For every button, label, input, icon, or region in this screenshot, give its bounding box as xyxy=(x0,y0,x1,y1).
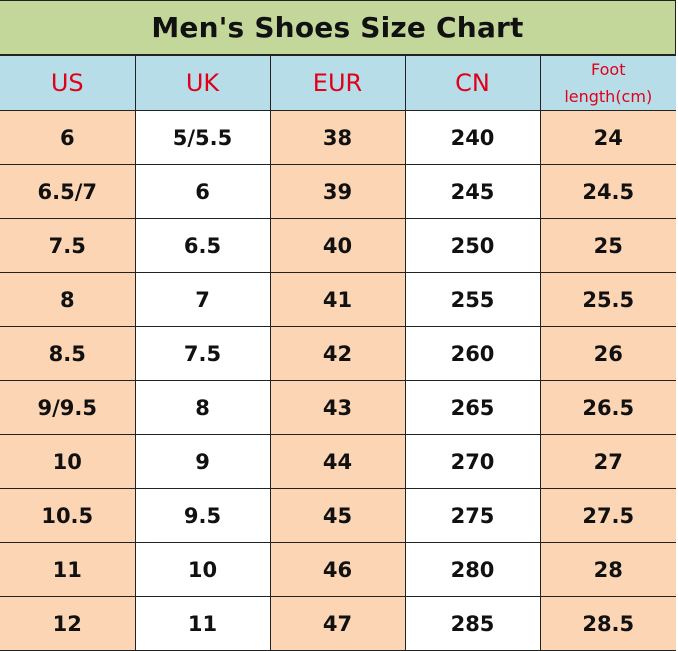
cell-us: 9/9.5 xyxy=(0,380,136,435)
cell-uk: 10 xyxy=(134,542,271,597)
size-table: US UK EUR CN Foot length(cm) 6 5/5.5 38 … xyxy=(0,55,676,651)
cell-eur: 45 xyxy=(269,488,406,543)
cell-foot-length: 27.5 xyxy=(539,488,676,543)
cell-foot-length: 26.5 xyxy=(539,380,676,435)
cell-us: 11 xyxy=(0,542,136,597)
cell-cn: 280 xyxy=(404,542,541,597)
cell-us: 10 xyxy=(0,434,136,489)
cell-eur: 44 xyxy=(269,434,406,489)
cell-cn: 275 xyxy=(404,488,541,543)
cell-foot-length: 28 xyxy=(539,542,676,597)
table-row: 12 11 47 285 28.5 xyxy=(0,596,676,651)
header-us: US xyxy=(0,55,136,111)
cell-eur: 46 xyxy=(269,542,406,597)
table-row: 11 10 46 280 28 xyxy=(0,542,676,597)
cell-foot-length: 25 xyxy=(539,218,676,273)
header-uk: UK xyxy=(134,55,271,111)
cell-uk: 7.5 xyxy=(134,326,271,381)
cell-cn: 240 xyxy=(404,110,541,165)
cell-uk: 5/5.5 xyxy=(134,110,271,165)
cell-eur: 40 xyxy=(269,218,406,273)
cell-foot-length: 28.5 xyxy=(539,596,676,651)
cell-cn: 250 xyxy=(404,218,541,273)
table-row: 8.5 7.5 42 260 26 xyxy=(0,326,676,381)
cell-us: 8.5 xyxy=(0,326,136,381)
cell-foot-length: 24 xyxy=(539,110,676,165)
cell-uk: 9.5 xyxy=(134,488,271,543)
table-row: 10.5 9.5 45 275 27.5 xyxy=(0,488,676,543)
cell-us: 10.5 xyxy=(0,488,136,543)
cell-eur: 39 xyxy=(269,164,406,219)
cell-foot-length: 24.5 xyxy=(539,164,676,219)
cell-us: 12 xyxy=(0,596,136,651)
table-row: 7.5 6.5 40 250 25 xyxy=(0,218,676,273)
cell-cn: 245 xyxy=(404,164,541,219)
cell-uk: 9 xyxy=(134,434,271,489)
table-row: 8 7 41 255 25.5 xyxy=(0,272,676,327)
cell-uk: 6 xyxy=(134,164,271,219)
header-row: US UK EUR CN Foot length(cm) xyxy=(0,55,676,111)
table-row: 10 9 44 270 27 xyxy=(0,434,676,489)
cell-cn: 255 xyxy=(404,272,541,327)
cell-cn: 285 xyxy=(404,596,541,651)
cell-us: 7.5 xyxy=(0,218,136,273)
cell-eur: 42 xyxy=(269,326,406,381)
cell-us: 8 xyxy=(0,272,136,327)
cell-cn: 260 xyxy=(404,326,541,381)
header-cn: CN xyxy=(404,55,541,111)
cell-cn: 270 xyxy=(404,434,541,489)
cell-foot-length: 26 xyxy=(539,326,676,381)
cell-eur: 41 xyxy=(269,272,406,327)
table-row: 9/9.5 8 43 265 26.5 xyxy=(0,380,676,435)
chart-title: Men's Shoes Size Chart xyxy=(0,1,675,55)
header-foot-length-line2: length(cm) xyxy=(564,87,653,106)
cell-uk: 7 xyxy=(134,272,271,327)
cell-cn: 265 xyxy=(404,380,541,435)
header-foot-length-line1: Foot xyxy=(591,60,626,79)
cell-eur: 43 xyxy=(269,380,406,435)
cell-us: 6 xyxy=(0,110,136,165)
cell-uk: 8 xyxy=(134,380,271,435)
cell-foot-length: 25.5 xyxy=(539,272,676,327)
cell-foot-length: 27 xyxy=(539,434,676,489)
cell-eur: 47 xyxy=(269,596,406,651)
cell-eur: 38 xyxy=(269,110,406,165)
table-row: 6.5/7 6 39 245 24.5 xyxy=(0,164,676,219)
cell-uk: 6.5 xyxy=(134,218,271,273)
cell-us: 6.5/7 xyxy=(0,164,136,219)
header-eur: EUR xyxy=(269,55,406,111)
table-row: 6 5/5.5 38 240 24 xyxy=(0,110,676,165)
cell-uk: 11 xyxy=(134,596,271,651)
header-foot-length: Foot length(cm) xyxy=(539,55,676,111)
